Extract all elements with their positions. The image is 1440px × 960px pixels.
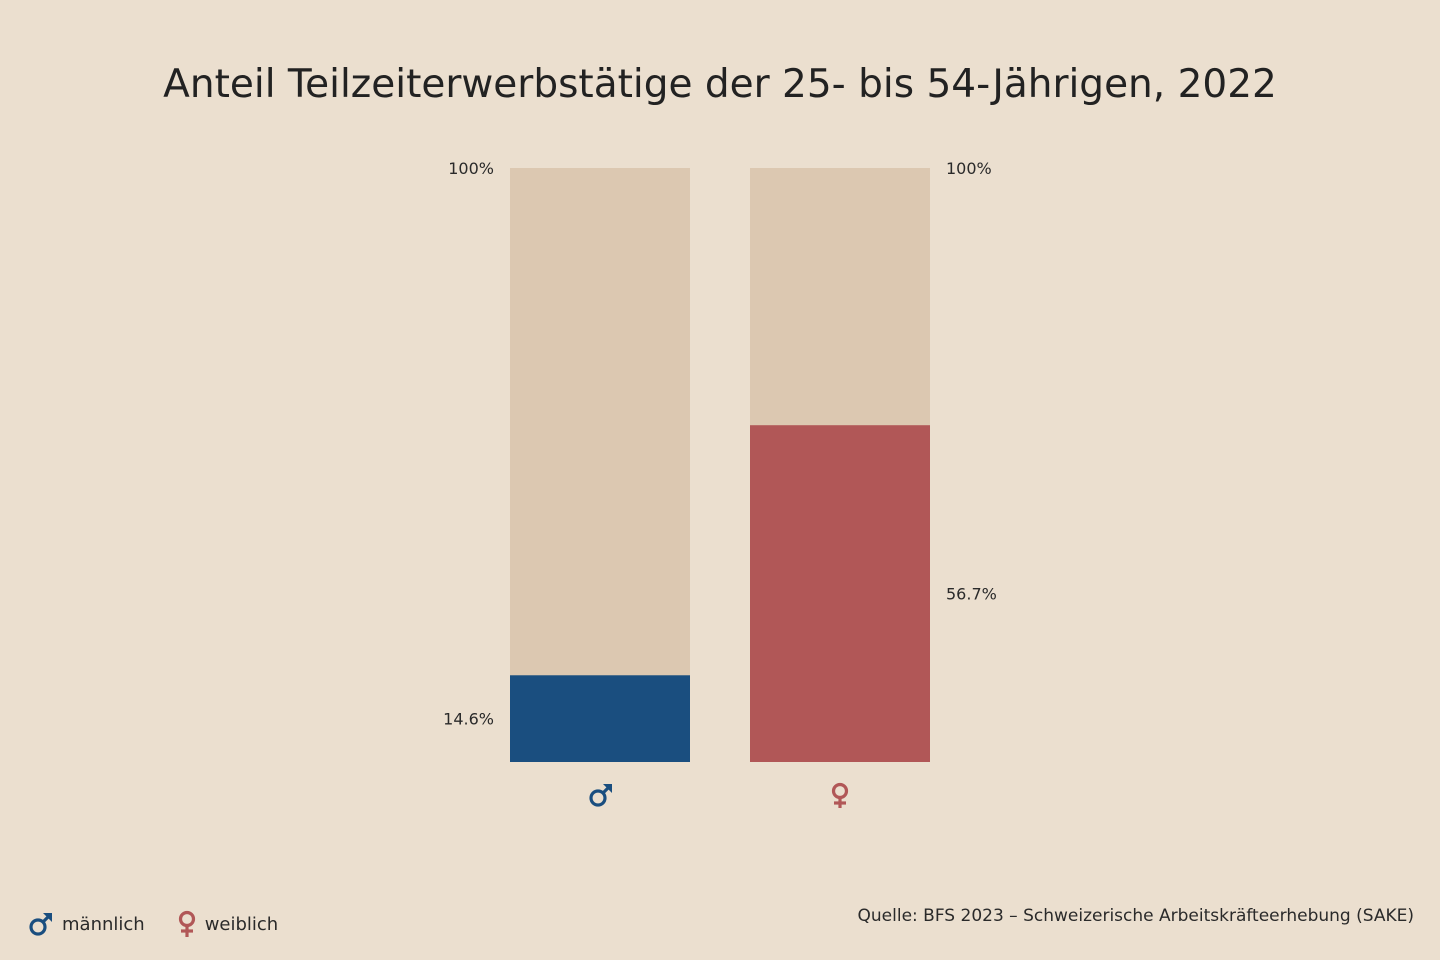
chart-title: Anteil Teilzeiterwerbstätige der 25- bis… [163, 62, 1277, 107]
female-symbol-icon [178, 910, 195, 937]
legend-item-female: weiblich [177, 910, 279, 938]
bar-value-0 [510, 675, 690, 762]
bar-total-0 [510, 168, 690, 762]
legend-item-male: männlich [28, 911, 145, 937]
value-label-0: 14.6% [443, 710, 494, 729]
legend-label: männlich [62, 913, 145, 935]
value-label-1: 56.7% [946, 585, 997, 604]
legend: männlich weiblich [28, 910, 300, 938]
bar-value-1 [750, 425, 930, 762]
bar-chart: 100% 14.6% 100% 56.7% [443, 159, 997, 808]
male-symbol-icon [29, 913, 52, 936]
total-label-1: 100% [946, 159, 992, 178]
female-symbol-icon [831, 782, 849, 808]
source-note: Quelle: BFS 2023 – Schweizerische Arbeit… [857, 906, 1414, 926]
male-symbol-icon [589, 784, 612, 807]
total-label-0: 100% [448, 159, 494, 178]
legend-label: weiblich [204, 913, 279, 935]
